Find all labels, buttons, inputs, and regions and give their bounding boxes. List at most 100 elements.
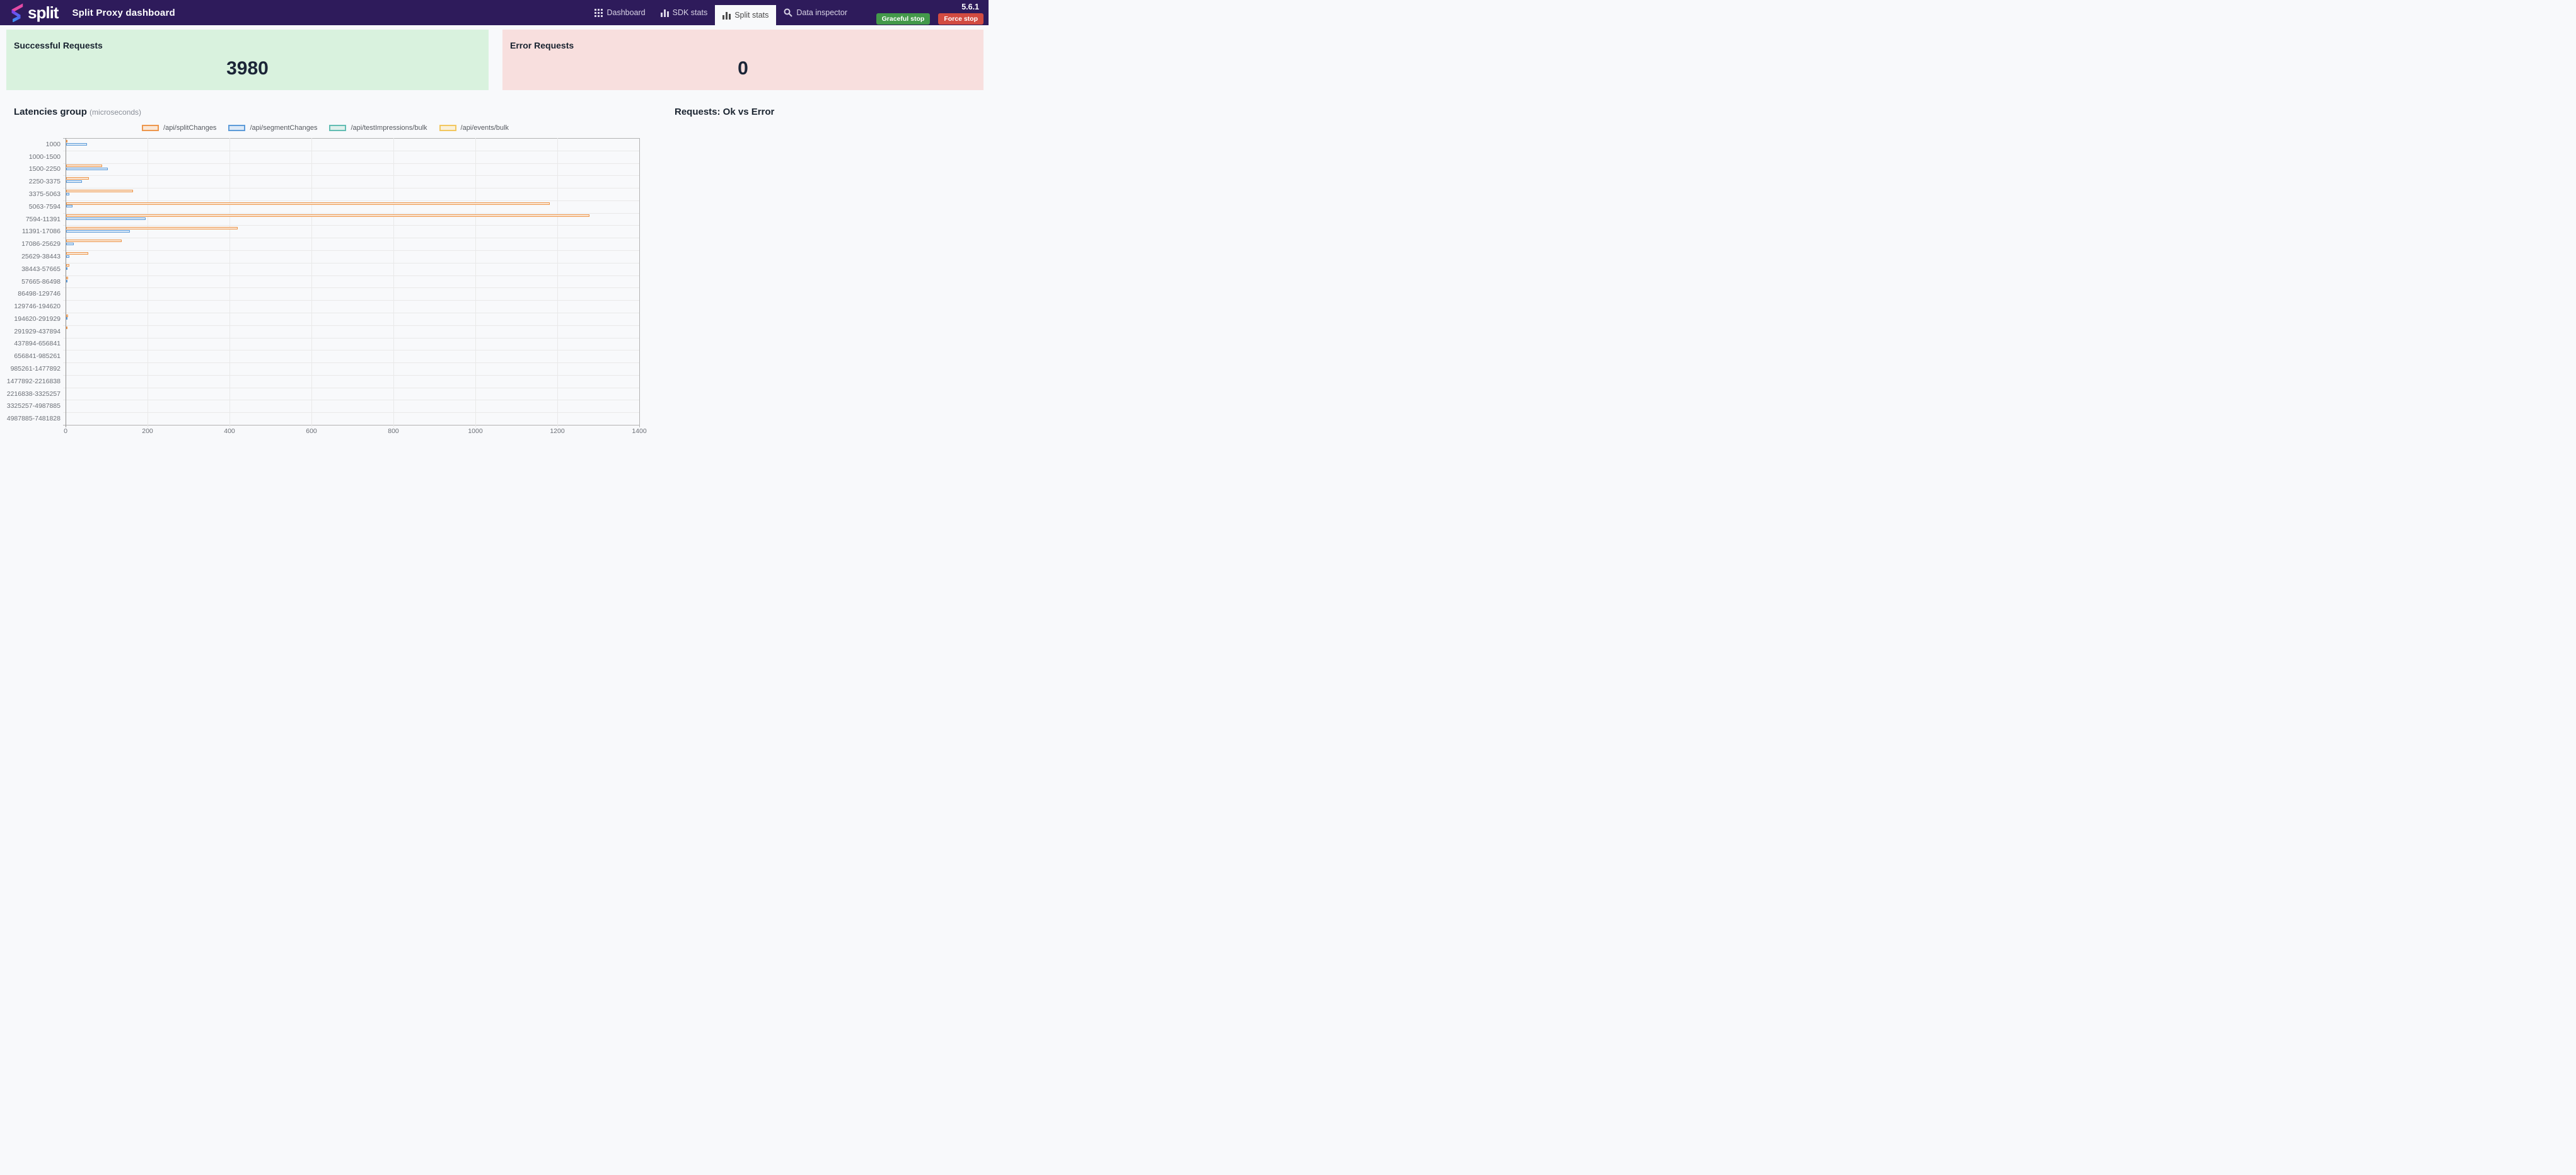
legend-swatch-icon — [439, 125, 456, 131]
requests-ok-vs-error-title: Requests: Ok vs Error — [675, 107, 775, 117]
gridline — [311, 138, 312, 427]
y-tick-label: 985261-1477892 — [10, 364, 61, 373]
bar--api-segmentChanges — [66, 180, 82, 183]
legend-swatch-icon — [142, 125, 160, 131]
bar--api-splitChanges — [66, 177, 89, 180]
legend-label: /api/testImpressions/bulk — [351, 124, 427, 132]
nav-item-sdk-stats[interactable]: SDK stats — [653, 0, 716, 25]
gridline — [63, 175, 639, 177]
bar--api-splitChanges — [66, 139, 67, 142]
x-tick-label: 600 — [306, 427, 317, 435]
successful-requests-card: Successful Requests 3980 — [6, 30, 489, 90]
y-tick-label: 194620-291929 — [14, 315, 61, 323]
y-tick-label: 129746-194620 — [14, 303, 61, 311]
version-label: 5.6.1 — [961, 3, 979, 11]
y-tick-label: 11391-17086 — [21, 228, 61, 236]
gridline — [393, 138, 394, 427]
header-nav: Dashboard SDK stats Split stats — [587, 0, 855, 25]
x-tick-label: 800 — [388, 427, 399, 435]
card-title: Successful Requests — [14, 40, 103, 50]
gridline — [63, 337, 639, 339]
latencies-group-title: Latencies group (microseconds) — [14, 107, 142, 117]
y-tick-label: 1500-2250 — [28, 165, 61, 173]
legend-item[interactable]: /api/testImpressions/bulk — [329, 124, 427, 132]
gridline — [557, 138, 558, 427]
nav-item-label: SDK stats — [672, 8, 708, 17]
header-buttons: Graceful stop Force stop — [876, 13, 983, 25]
bar--api-segmentChanges — [66, 168, 108, 171]
gridline — [63, 138, 639, 139]
nav-item-split-stats[interactable]: Split stats — [715, 5, 777, 25]
bar-chart-icon — [722, 11, 731, 20]
y-tick-label: 7594-11391 — [25, 215, 61, 223]
y-tick-label: 38443-57665 — [21, 265, 61, 273]
gridline — [63, 163, 639, 164]
bar--api-splitChanges — [66, 227, 238, 230]
app-header: split Split Proxy dashboard Dashboard — [0, 0, 989, 25]
gridline — [63, 250, 639, 252]
bar--api-splitChanges — [66, 252, 89, 255]
split-proxy-dashboard-page: split Split Proxy dashboard Dashboard — [0, 0, 989, 451]
nav-item-dashboard[interactable]: Dashboard — [587, 0, 653, 25]
logo-wordmark: split — [28, 3, 59, 22]
legend-item[interactable]: /api/segmentChanges — [228, 124, 317, 132]
search-icon — [784, 8, 793, 17]
latency-bar-chart[interactable] — [63, 138, 640, 427]
gridline — [63, 200, 639, 201]
nav-item-label: Data inspector — [796, 8, 847, 17]
x-tick-label: 200 — [142, 427, 153, 435]
gridline — [63, 362, 639, 364]
bar--api-segmentChanges — [66, 205, 73, 208]
graceful-stop-button[interactable]: Graceful stop — [876, 13, 931, 25]
x-tick-label: 1400 — [632, 427, 647, 435]
legend-label: /api/splitChanges — [163, 124, 217, 132]
bar--api-segmentChanges — [66, 267, 67, 270]
bar--api-segmentChanges — [66, 192, 69, 195]
bar--api-segmentChanges — [66, 142, 88, 146]
y-tick-label: 3375-5063 — [28, 190, 61, 199]
split-logo-icon — [11, 3, 23, 22]
bar--api-segmentChanges — [66, 217, 146, 221]
x-tick-label: 1000 — [468, 427, 483, 435]
gridline — [63, 212, 639, 214]
gridline — [63, 325, 639, 326]
grid-icon — [595, 8, 603, 17]
y-tick-label: 57665-86498 — [21, 277, 61, 286]
card-title: Error Requests — [510, 40, 574, 50]
bar--api-segmentChanges — [66, 229, 130, 233]
nav-item-data-inspector[interactable]: Data inspector — [776, 0, 855, 25]
latencies-group-section: Latencies group (microseconds) /api/spli… — [6, 104, 647, 444]
force-stop-button[interactable]: Force stop — [938, 13, 983, 25]
gridline — [475, 138, 476, 427]
bar--api-segmentChanges — [66, 242, 74, 245]
y-tick-label: 3325257-4987885 — [6, 402, 61, 410]
page-title: Split Proxy dashboard — [72, 7, 175, 18]
brand: split Split Proxy dashboard — [0, 3, 175, 22]
bar--api-splitChanges — [66, 202, 550, 205]
legend-swatch-icon — [329, 125, 347, 131]
legend-label: /api/segmentChanges — [250, 124, 318, 132]
bar--api-splitChanges — [66, 239, 122, 242]
nav-item-label: Dashboard — [606, 8, 646, 17]
x-tick-label: 1200 — [550, 427, 565, 435]
error-requests-card: Error Requests 0 — [502, 30, 983, 90]
bar--api-splitChanges — [66, 165, 102, 168]
gridline — [229, 138, 230, 427]
y-tick-label: 2216838-3325257 — [6, 390, 61, 398]
gridline — [63, 412, 639, 414]
bar--api-segmentChanges — [66, 255, 69, 258]
x-tick-label: 400 — [224, 427, 235, 435]
x-tick-label: 0 — [64, 427, 67, 435]
bar--api-splitChanges — [66, 277, 69, 280]
y-tick-label: 4987885-7481828 — [6, 415, 61, 423]
bar--api-splitChanges — [66, 264, 70, 267]
gridline — [63, 300, 639, 301]
y-tick-label: 25629-38443 — [21, 252, 61, 260]
legend-item[interactable]: /api/events/bulk — [439, 124, 509, 132]
y-tick-label: 5063-7594 — [28, 202, 61, 211]
y-tick-label: 2250-3375 — [28, 178, 61, 186]
y-tick-label: 437894-656841 — [14, 340, 61, 348]
y-tick-label: 17086-25629 — [21, 240, 61, 248]
bar--api-splitChanges — [66, 327, 67, 330]
legend-item[interactable]: /api/splitChanges — [142, 124, 216, 132]
